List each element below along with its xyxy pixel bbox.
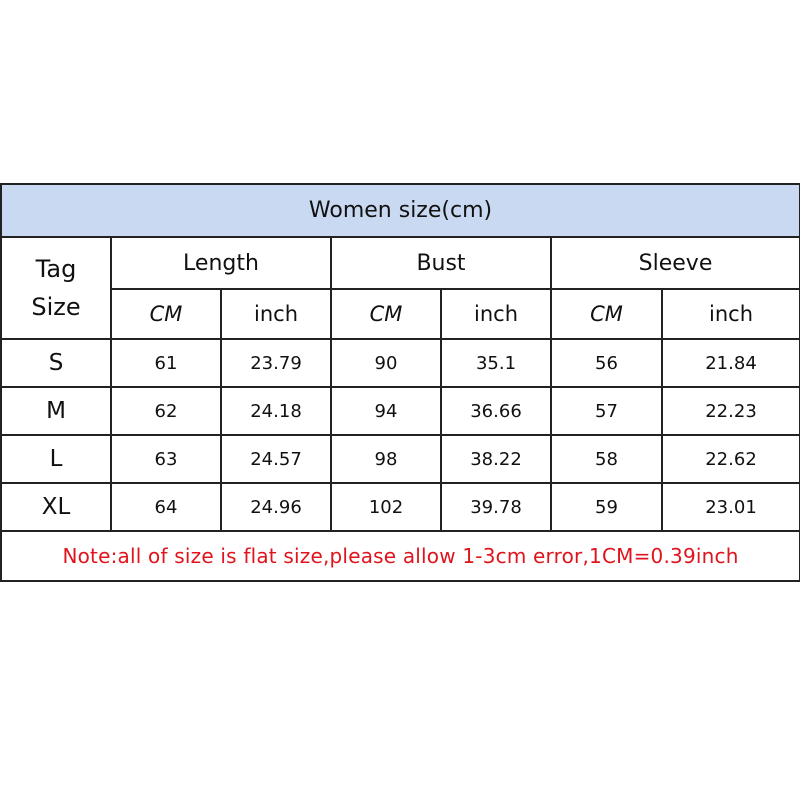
table-row: S 61 23.79 90 35.1 56 21.84: [0, 338, 800, 388]
value-cell: 39.78: [440, 482, 552, 532]
value-cell: 23.79: [220, 338, 332, 388]
value-cell: 22.62: [660, 434, 800, 484]
size-cell: L: [0, 434, 112, 484]
unit-header: inch: [660, 288, 800, 340]
group-header-length: Length: [110, 236, 332, 290]
value-cell: 59: [550, 482, 663, 532]
value-cell: 56: [550, 338, 663, 388]
size-label: Size: [31, 293, 81, 321]
unit-header: inch: [440, 288, 552, 340]
value-cell: 57: [550, 386, 663, 436]
size-note: Note:all of size is flat size,please all…: [0, 530, 800, 582]
size-cell: XL: [0, 482, 112, 532]
tag-label: Tag: [35, 255, 77, 283]
table-row: XL 64 24.96 102 39.78 59 23.01: [0, 482, 800, 532]
unit-header: CM: [550, 288, 663, 340]
value-cell: 24.96: [220, 482, 332, 532]
table-row: M 62 24.18 94 36.66 57 22.23: [0, 386, 800, 436]
value-cell: 102: [330, 482, 442, 532]
size-cell: M: [0, 386, 112, 436]
value-cell: 21.84: [660, 338, 800, 388]
value-cell: 58: [550, 434, 663, 484]
unit-header: CM: [110, 288, 222, 340]
value-cell: 94: [330, 386, 442, 436]
value-cell: 62: [110, 386, 222, 436]
tag-size-header: Tag Size: [0, 236, 112, 340]
value-cell: 36.66: [440, 386, 552, 436]
value-cell: 38.22: [440, 434, 552, 484]
table-title: Women size(cm): [0, 183, 800, 238]
size-chart-table: Women size(cm) Tag Size Length Bust Slee…: [0, 183, 800, 582]
value-cell: 63: [110, 434, 222, 484]
group-header-sleeve: Sleeve: [549, 236, 800, 290]
group-header-bust: Bust: [330, 236, 552, 290]
table-row: L 63 24.57 98 38.22 58 22.62: [0, 434, 800, 484]
value-cell: 24.57: [220, 434, 332, 484]
value-cell: 24.18: [220, 386, 332, 436]
size-cell: S: [0, 338, 112, 388]
value-cell: 90: [330, 338, 442, 388]
value-cell: 23.01: [660, 482, 800, 532]
value-cell: 61: [110, 338, 222, 388]
unit-header: inch: [220, 288, 332, 340]
value-cell: 22.23: [660, 386, 800, 436]
value-cell: 64: [110, 482, 222, 532]
value-cell: 98: [330, 434, 442, 484]
unit-header: CM: [330, 288, 442, 340]
value-cell: 35.1: [440, 338, 552, 388]
